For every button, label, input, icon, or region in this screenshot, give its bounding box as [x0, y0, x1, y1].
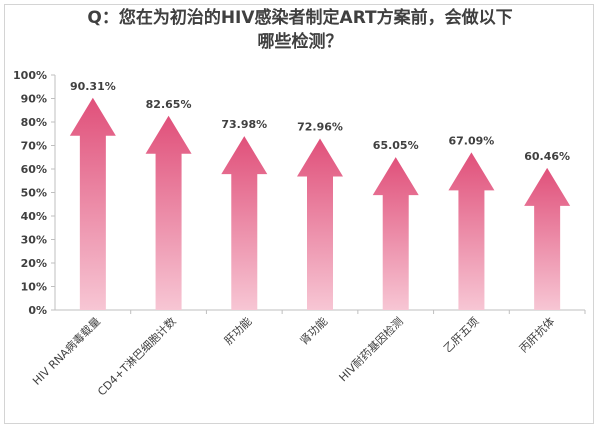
- y-tick-label: 10%: [21, 281, 47, 294]
- data-label: 67.09%: [449, 134, 495, 147]
- data-label: 72.96%: [297, 121, 343, 134]
- arrow-bar: [524, 167, 571, 310]
- y-tick-label: 0%: [28, 304, 47, 317]
- category-label: HIV耐药基因检测: [336, 314, 406, 384]
- y-tick-label: 20%: [21, 257, 47, 270]
- category-label: 乙肝五项: [441, 315, 481, 355]
- arrow-bar: [145, 115, 192, 311]
- y-tick-label: 40%: [21, 210, 47, 223]
- data-label: 90.31%: [70, 80, 116, 93]
- chart-title-line-1: Q：您在为初治的HIV感染者制定ART方案前，会做以下: [87, 8, 513, 28]
- y-tick-label: 90%: [21, 93, 47, 106]
- category-label: 肾功能: [297, 314, 330, 347]
- data-labels: 90.31% 82.65% 73.98% 72.96% 65.05% 67.09% 60.4…: [70, 80, 570, 163]
- data-label: 82.65%: [146, 98, 192, 111]
- arrow-bar: [297, 138, 343, 310]
- y-tick-label: 100%: [13, 69, 47, 82]
- category-label: HIV RNA病毒载量: [29, 314, 102, 387]
- arrow-bar: [69, 97, 116, 310]
- arrow-bar: [448, 152, 495, 310]
- data-label: 65.05%: [373, 139, 419, 152]
- x-axis: [55, 309, 586, 314]
- arrow-bar: [221, 136, 268, 310]
- y-tick-label: 60%: [21, 163, 47, 176]
- category-label: 丙肝抗体: [516, 314, 557, 355]
- chart-marks: [69, 97, 571, 311]
- data-label: 73.98%: [221, 118, 267, 131]
- y-tick-label: 80%: [21, 116, 47, 129]
- chart-title-line-2: 哪些检测？: [257, 32, 343, 52]
- arrow-bar: [372, 157, 419, 310]
- y-tick-label: 70%: [21, 140, 47, 153]
- y-axis: 0% 10% 20% 30% 40% 50% 60% 70% 80% 90% 100%: [13, 69, 56, 317]
- category-label: CD4+T淋巴细胞计数: [95, 315, 179, 399]
- y-tick-label: 50%: [21, 187, 47, 200]
- y-tick-label: 30%: [21, 234, 47, 247]
- category-label: 肝功能: [221, 314, 254, 347]
- data-label: 60.46%: [524, 150, 570, 163]
- chart-title: Q：您在为初治的HIV感染者制定ART方案前，会做以下 哪些检测？: [0, 6, 600, 54]
